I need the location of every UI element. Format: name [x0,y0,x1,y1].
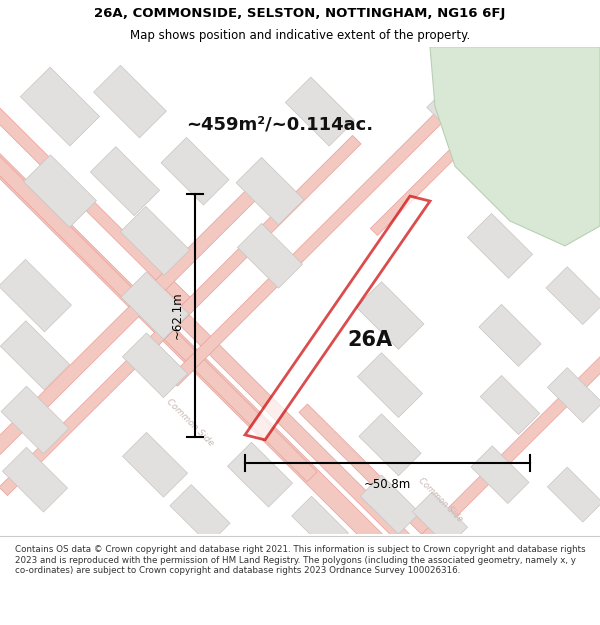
Text: ~459m²/~0.114ac.: ~459m²/~0.114ac. [187,116,374,134]
Polygon shape [479,304,541,366]
Text: 26A, COMMONSIDE, SELSTON, NOTTINGHAM, NG16 6FJ: 26A, COMMONSIDE, SELSTON, NOTTINGHAM, NG… [94,7,506,19]
Polygon shape [23,155,97,228]
Polygon shape [374,300,600,590]
Polygon shape [94,66,166,138]
Polygon shape [547,467,600,522]
Polygon shape [91,147,160,216]
Polygon shape [238,224,302,288]
Polygon shape [0,259,71,332]
Polygon shape [481,376,539,434]
Polygon shape [121,272,189,339]
Polygon shape [169,26,531,386]
Polygon shape [358,352,422,418]
Polygon shape [170,484,230,544]
Polygon shape [299,404,600,625]
Polygon shape [0,135,512,625]
Polygon shape [122,333,188,398]
Polygon shape [546,267,600,324]
Text: Common Side: Common Side [164,398,215,448]
Text: 26A: 26A [347,331,392,351]
Polygon shape [236,158,304,225]
Polygon shape [412,492,467,547]
Polygon shape [471,446,529,504]
Polygon shape [0,21,196,311]
Polygon shape [547,368,600,423]
Polygon shape [2,448,68,512]
Polygon shape [161,138,229,205]
Text: Common Side: Common Side [416,476,464,523]
Text: ~50.8m: ~50.8m [364,478,411,491]
Text: ~62.1m: ~62.1m [170,292,184,339]
Polygon shape [1,321,70,390]
Polygon shape [286,77,355,146]
Text: Contains OS data © Crown copyright and database right 2021. This information is : Contains OS data © Crown copyright and d… [15,545,586,575]
Polygon shape [427,84,493,149]
Polygon shape [539,146,600,207]
Polygon shape [20,67,100,146]
Polygon shape [163,299,597,625]
Polygon shape [122,432,188,497]
Polygon shape [0,50,317,482]
Polygon shape [121,206,190,276]
Polygon shape [370,18,590,236]
Polygon shape [0,136,361,496]
Polygon shape [227,442,293,507]
Polygon shape [359,414,421,476]
Polygon shape [1,386,69,454]
Polygon shape [467,214,533,278]
Polygon shape [430,47,600,246]
Polygon shape [292,496,348,552]
Polygon shape [245,196,430,440]
Polygon shape [361,475,419,534]
Polygon shape [356,282,424,349]
Text: Map shows position and indicative extent of the property.: Map shows position and indicative extent… [130,29,470,42]
Polygon shape [0,179,267,611]
